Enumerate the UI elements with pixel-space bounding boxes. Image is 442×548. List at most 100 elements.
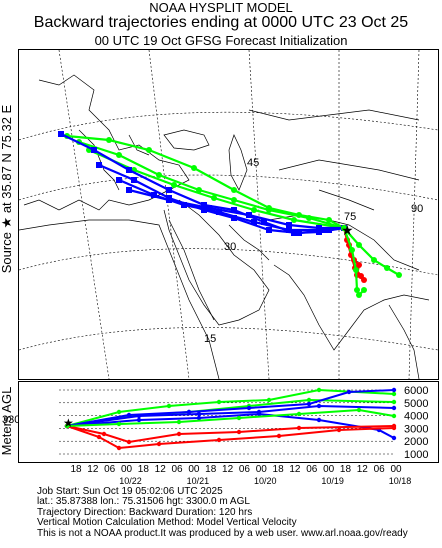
height-marker (391, 399, 397, 405)
trajectory-marker (251, 207, 257, 213)
trajectory-marker (291, 217, 297, 223)
hour-tick-label: 18 (70, 464, 82, 475)
trajectory-title: Backward trajectories ending at 0000 UTC… (33, 14, 409, 31)
map-trajectory (341, 225, 402, 278)
trajectory-marker (181, 202, 187, 208)
height-marker (136, 417, 142, 423)
height-marker (346, 389, 352, 395)
hour-tick-label: 18 (273, 464, 285, 475)
trajectory-line (66, 134, 345, 229)
trajectory-marker (58, 131, 64, 137)
height-marker (391, 435, 397, 441)
height-marker (186, 409, 192, 415)
hour-tick-label: 18 (138, 464, 150, 475)
height-marker (316, 417, 322, 423)
height-marker (101, 431, 107, 437)
trajectory-marker (201, 202, 207, 208)
model-title: NOAA HYSPLIT MODEL (149, 0, 293, 15)
map-trajectory (86, 147, 347, 231)
trajectory-marker (211, 195, 217, 201)
date-tick-label: 10/20 (254, 476, 277, 486)
vertical-profile: 6000 5000 4000 3000 2000 1000 ★ (18, 381, 439, 463)
height-marker (296, 425, 302, 431)
hour-tick-label: 12 (289, 464, 301, 475)
height-marker (306, 401, 312, 407)
trajectory-marker (296, 230, 302, 236)
height-marker (126, 439, 132, 445)
height-marker (266, 397, 272, 403)
height-marker (356, 407, 362, 413)
hour-tick-label: 00 (323, 464, 335, 475)
vertical-source-star-icon: ★ (63, 416, 74, 430)
trajectory-marker (251, 219, 257, 225)
trajectory-marker (261, 219, 267, 225)
hour-tick-label: 06 (374, 464, 386, 475)
trajectory-marker (116, 177, 122, 183)
time-axis: 18 12 06 00 18 12 06 00 18 12 06 00 18 12 06 00 18 12 06 00… (18, 462, 439, 496)
height-marker (176, 419, 182, 425)
trajectory-marker (306, 215, 312, 221)
trajectory-marker (91, 147, 97, 153)
height-marker (166, 403, 172, 409)
hour-tick-label: 00 (188, 464, 200, 475)
height-marker (391, 405, 397, 411)
height-marker (276, 433, 282, 439)
trajectory-marker (171, 182, 177, 188)
hour-tick-label: 00 (390, 464, 402, 475)
height-marker (96, 434, 102, 440)
direction-line: Trajectory Direction: Backward Duration:… (37, 506, 253, 518)
height-trace (66, 404, 395, 427)
trajectory-marker (371, 257, 377, 263)
graticule (19, 50, 438, 379)
date-tick-label: 10/18 (389, 476, 412, 486)
height-marker (246, 405, 252, 411)
lat-label-30: 30 (224, 241, 236, 253)
trajectory-marker (321, 227, 327, 233)
hour-tick-label: 12 (357, 464, 369, 475)
vertical-method-line: Vertical Motion Calculation Method: Mode… (37, 517, 297, 529)
trajectory-marker (231, 207, 237, 213)
trajectory-marker (231, 215, 237, 221)
trajectory-marker (126, 167, 132, 173)
height-marker (196, 411, 202, 417)
height-tick-label: 5000 (404, 398, 428, 410)
trajectory-marker (126, 187, 132, 193)
trajectory-marker (356, 242, 362, 248)
height-trace (66, 425, 395, 450)
trajectory-marker (156, 172, 162, 178)
location-line: lat.: 35.87388 lon.: 75.31506 hgt: 3300.… (37, 496, 250, 508)
trajectory-marker (146, 147, 152, 153)
trajectory-marker (341, 225, 347, 231)
height-tick-label: 2000 (404, 436, 428, 448)
job-info: Job Start: Sun Oct 19 05:02:06 UTC 2025 … (37, 486, 437, 539)
trajectory-marker (151, 192, 157, 198)
hour-tick-label: 18 (205, 464, 217, 475)
trajectory-line (78, 140, 345, 230)
hour-tick-label: 12 (222, 464, 234, 475)
trajectory-marker (361, 287, 367, 293)
job-start-line: Job Start: Sun Oct 19 05:02:06 UTC 2025 (37, 486, 223, 497)
trajectory-marker (96, 162, 102, 168)
trajectory-marker (286, 222, 292, 228)
height-marker (296, 411, 302, 417)
lon-label-75: 75 (344, 211, 356, 223)
trajectory-marker (231, 197, 237, 203)
trajectory-marker (116, 152, 122, 158)
source-star-icon: ★ (341, 222, 354, 238)
hour-tick-label: 00 (121, 464, 133, 475)
trajectory-marker (396, 272, 402, 278)
hour-tick-label: 00 (256, 464, 268, 475)
lon-label-90: 90 (411, 203, 423, 215)
height-marker (116, 445, 122, 451)
trajectory-marker (166, 187, 172, 193)
map-canvas: 45 30 15 90 75 ★ (19, 50, 438, 379)
height-marker (336, 427, 342, 433)
trajectory-marker (131, 177, 137, 183)
height-tick-label: 6000 (404, 385, 428, 397)
vertical-trajectory (64, 387, 397, 429)
hour-tick-label: 06 (306, 464, 318, 475)
disclaimer-line: This is not a NOAA product.It was produc… (37, 527, 408, 539)
lat-label-45: 45 (247, 157, 259, 169)
trajectory-marker (353, 267, 359, 273)
